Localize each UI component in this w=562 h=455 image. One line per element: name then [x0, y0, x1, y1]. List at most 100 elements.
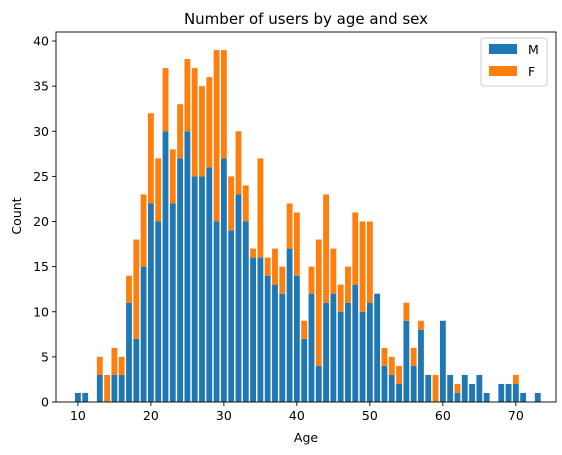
legend-label-m: M: [528, 42, 539, 57]
bar-m-age-29: [213, 221, 220, 402]
bar-f-age-35: [257, 158, 264, 258]
bar-f-age-18: [133, 239, 140, 339]
x-axis-label: Age: [294, 430, 318, 445]
bar-m-age-22: [162, 131, 169, 402]
bar-m-age-31: [228, 230, 235, 402]
bar-f-age-40: [293, 212, 300, 276]
bar-f-age-20: [147, 113, 154, 204]
bar-f-age-47: [345, 266, 351, 303]
bar-f-age-24: [177, 104, 184, 159]
x-tick-label-10: 10: [70, 408, 86, 423]
bar-f-age-21: [155, 158, 162, 222]
x-tick-label-50: 50: [362, 408, 378, 423]
y-axis-label: Count: [9, 197, 24, 234]
bar-m-age-61: [447, 374, 454, 402]
bar-m-age-40: [293, 275, 300, 402]
bar-f-age-30: [220, 50, 227, 159]
bar-m-age-33: [242, 221, 249, 402]
bar-f-age-55: [403, 302, 410, 321]
bar-m-age-73: [534, 392, 541, 402]
bar-m-age-47: [345, 302, 351, 402]
bar-m-age-54: [396, 383, 402, 402]
bar-f-age-43: [315, 239, 322, 366]
bar-m-age-25: [184, 131, 191, 402]
bar-m-age-45: [330, 293, 337, 402]
bar-f-age-33: [242, 185, 249, 222]
axes-layer: 10 20 30 40 50 60 70 0 5 10 15 20 25 30 35 40: [33, 31, 557, 423]
bar-m-age-19: [140, 266, 147, 402]
bar-m-age-46: [337, 311, 344, 402]
bar-f-age-32: [235, 131, 242, 195]
bar-m-age-20: [147, 203, 154, 402]
bar-m-age-13: [96, 374, 103, 402]
bar-f-age-29: [213, 50, 220, 222]
bar-f-age-37: [272, 248, 278, 285]
y-tick-label-20: 20: [33, 214, 49, 229]
bar-f-age-46: [337, 284, 344, 312]
bar-f-age-42: [308, 266, 315, 294]
bar-f-age-34: [250, 248, 256, 258]
bar-m-age-63: [461, 374, 468, 402]
bar-m-age-42: [308, 293, 315, 402]
bar-m-age-58: [425, 374, 432, 402]
legend: M F: [480, 37, 548, 87]
x-tick-label-30: 30: [216, 408, 232, 423]
bar-m-age-35: [257, 257, 264, 402]
bar-m-age-51: [374, 293, 381, 402]
bar-f-age-28: [206, 77, 213, 168]
bar-f-age-56: [410, 347, 417, 366]
bar-f-age-50: [366, 221, 373, 303]
bar-f-age-44: [323, 194, 329, 303]
bar-f-age-41: [301, 320, 308, 339]
y-tick-label-40: 40: [33, 34, 49, 49]
bar-m-age-64: [469, 383, 475, 402]
bar-m-age-52: [381, 365, 388, 402]
bar-f-age-39: [286, 203, 293, 249]
bar-m-age-69: [505, 383, 512, 402]
bar-m-age-38: [279, 293, 286, 402]
bar-m-age-71: [520, 392, 527, 402]
bar-m-age-55: [403, 320, 410, 402]
y-tick-label-0: 0: [41, 395, 49, 410]
bar-f-age-38: [279, 266, 286, 294]
bar-f-age-45: [330, 248, 337, 294]
bar-f-age-25: [184, 59, 191, 132]
bar-m-age-70: [512, 383, 519, 402]
bar-m-age-15: [111, 374, 118, 402]
bar-m-age-17: [126, 302, 132, 402]
bar-m-age-30: [220, 158, 227, 402]
bar-f-age-62: [454, 383, 461, 393]
y-tick-label-10: 10: [33, 304, 49, 319]
bar-f-age-52: [381, 347, 388, 366]
x-tick-label-40: 40: [289, 408, 305, 423]
bar-f-age-59: [432, 374, 439, 402]
bar-f-age-13: [96, 356, 103, 375]
bar-m-age-39: [286, 248, 293, 402]
bar-f-age-16: [118, 356, 125, 375]
legend-swatch-m: [489, 44, 517, 54]
bar-m-age-65: [476, 374, 483, 402]
bars-layer: [74, 50, 541, 402]
bar-m-age-57: [418, 329, 424, 402]
bar-m-age-24: [177, 158, 184, 402]
bar-m-age-43: [315, 365, 322, 402]
bar-f-age-53: [388, 356, 395, 375]
x-tick-label-70: 70: [508, 408, 524, 423]
bar-m-age-56: [410, 365, 417, 402]
bar-f-age-49: [359, 221, 366, 312]
bar-m-age-23: [169, 203, 176, 402]
bar-f-age-17: [126, 275, 132, 303]
bar-m-age-53: [388, 374, 395, 402]
y-tick-label-25: 25: [33, 169, 49, 184]
bar-f-age-31: [228, 176, 235, 231]
bar-m-age-66: [483, 392, 490, 402]
bar-f-age-57: [418, 320, 424, 330]
y-tick-label-5: 5: [41, 349, 49, 364]
bar-m-age-44: [323, 302, 329, 402]
bar-f-age-36: [264, 257, 271, 276]
bar-f-age-27: [199, 86, 205, 177]
bar-f-age-54: [396, 365, 402, 384]
bar-m-age-18: [133, 338, 140, 402]
bar-m-age-68: [498, 383, 505, 402]
